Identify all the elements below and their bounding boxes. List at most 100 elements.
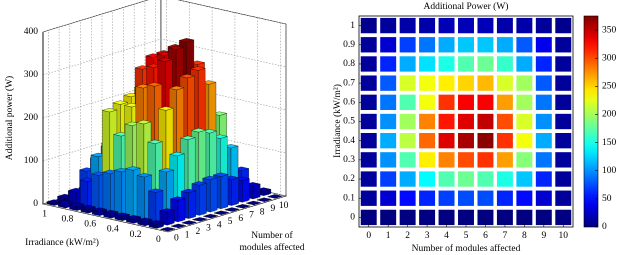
bar-face bbox=[199, 182, 207, 216]
bar bbox=[224, 207, 240, 212]
bar-top bbox=[147, 139, 163, 144]
heatmap-cell bbox=[360, 75, 377, 91]
heatmap-cell bbox=[419, 152, 436, 168]
bar-top bbox=[179, 74, 196, 79]
x-tick-label: 9 bbox=[271, 204, 276, 214]
bar-top bbox=[158, 168, 175, 173]
bar-top bbox=[91, 207, 108, 212]
z-tick-label: 0 bbox=[33, 199, 38, 209]
x-tick-label: 10 bbox=[559, 231, 569, 241]
bar bbox=[202, 213, 219, 219]
y-tick-label: 0.6 bbox=[343, 98, 355, 108]
bar bbox=[181, 220, 197, 225]
y-tick-label: 0.1 bbox=[343, 193, 355, 203]
bar-top bbox=[213, 210, 230, 215]
heatmap-cell bbox=[516, 37, 533, 53]
bar-top bbox=[180, 135, 196, 140]
bar bbox=[192, 217, 208, 222]
y-tick-label: 0.4 bbox=[107, 225, 119, 235]
heatmap-cell bbox=[555, 133, 572, 149]
heatmap-cell bbox=[496, 171, 513, 187]
bar-face bbox=[188, 190, 196, 219]
heatmap-cell bbox=[438, 94, 455, 110]
heatmap-cell bbox=[496, 190, 513, 206]
heatmap-cell bbox=[496, 133, 513, 149]
y-tick-label: 0 bbox=[156, 235, 161, 245]
bar-top bbox=[192, 217, 208, 222]
heatmap-cell bbox=[535, 37, 552, 53]
bar-top bbox=[224, 207, 240, 212]
heatmap-cell bbox=[438, 152, 455, 168]
y-tick-label: 1 bbox=[350, 21, 355, 31]
bar bbox=[213, 210, 230, 215]
heatmap-cell bbox=[477, 37, 494, 53]
bar-top bbox=[147, 188, 164, 193]
bar-face bbox=[136, 175, 145, 221]
heatmap-cell bbox=[496, 37, 513, 53]
heatmap-cell bbox=[555, 190, 572, 206]
bar-face bbox=[80, 179, 88, 208]
heatmap-cell bbox=[516, 94, 533, 110]
heatmap-cell bbox=[458, 209, 474, 226]
colorbar-tick-label: 350 bbox=[602, 25, 617, 35]
bar-top bbox=[169, 196, 186, 201]
heatmap-cell bbox=[535, 152, 552, 168]
heatmap-cell bbox=[360, 190, 377, 206]
heatmap-cell bbox=[477, 94, 494, 110]
bar-top bbox=[168, 85, 185, 91]
heatmap-cell bbox=[458, 56, 474, 72]
bar-face bbox=[125, 168, 134, 218]
bar bbox=[103, 209, 119, 219]
y-tick-label: 0.9 bbox=[343, 40, 355, 50]
x-tick-label: 1 bbox=[185, 230, 190, 240]
heatmap-cell bbox=[380, 133, 397, 149]
z-tick-label: 400 bbox=[24, 27, 39, 37]
colorbar-tick-label: 300 bbox=[602, 53, 617, 63]
heatmap-cell bbox=[419, 209, 436, 226]
bar-top bbox=[202, 213, 219, 219]
heatmap-cell bbox=[458, 171, 474, 187]
bar-top bbox=[169, 151, 185, 157]
z-tick-label: 100 bbox=[24, 156, 39, 166]
heatmap-cell bbox=[477, 209, 494, 226]
bar-face bbox=[210, 177, 218, 213]
z-tick-label: 300 bbox=[24, 70, 39, 80]
heatmap-cell bbox=[516, 113, 533, 130]
heatmap-cell bbox=[419, 37, 436, 53]
bar-top bbox=[245, 200, 262, 205]
x-tick-label: 4 bbox=[217, 220, 222, 230]
heatmap-cell bbox=[555, 94, 572, 110]
heatmap-cell bbox=[360, 17, 377, 34]
x-tick-label: 5 bbox=[228, 217, 233, 227]
y-tick-label: 0.3 bbox=[343, 155, 355, 165]
bar bbox=[234, 204, 251, 209]
heatmap-cell bbox=[399, 190, 416, 206]
grid-line bbox=[162, 22, 281, 231]
bar-top bbox=[103, 209, 119, 215]
heatmap-cell bbox=[380, 94, 397, 110]
heatmap-cell bbox=[535, 113, 552, 130]
heatmap-cell bbox=[535, 190, 552, 206]
chart-title: Additional Power (W) bbox=[424, 1, 509, 12]
bar-top bbox=[136, 173, 153, 178]
bar bbox=[245, 200, 262, 205]
x-tick-label: 8 bbox=[522, 231, 527, 241]
heatmap-cell bbox=[419, 133, 436, 149]
heatmap-cell bbox=[477, 190, 494, 206]
x-tick-label: 5 bbox=[464, 231, 469, 241]
heatmap-cell bbox=[458, 17, 474, 34]
heatmap-cell bbox=[458, 113, 474, 130]
bar-top bbox=[112, 100, 129, 105]
bar-top bbox=[146, 82, 163, 87]
heatmap-cell bbox=[438, 75, 455, 91]
colorbar-tick-label: 50 bbox=[602, 194, 612, 204]
x-tick-label: 10 bbox=[279, 201, 289, 211]
x-tick-label: 2 bbox=[405, 231, 410, 241]
heatmap-cell bbox=[516, 75, 533, 91]
y-axis-label: Irradiance (kW/m²) bbox=[332, 84, 343, 158]
bar-face bbox=[231, 177, 239, 206]
heatmap-cell bbox=[380, 75, 397, 91]
bar-face bbox=[252, 183, 261, 200]
heatmap-cell bbox=[496, 75, 513, 91]
heatmap-cell bbox=[458, 94, 474, 110]
